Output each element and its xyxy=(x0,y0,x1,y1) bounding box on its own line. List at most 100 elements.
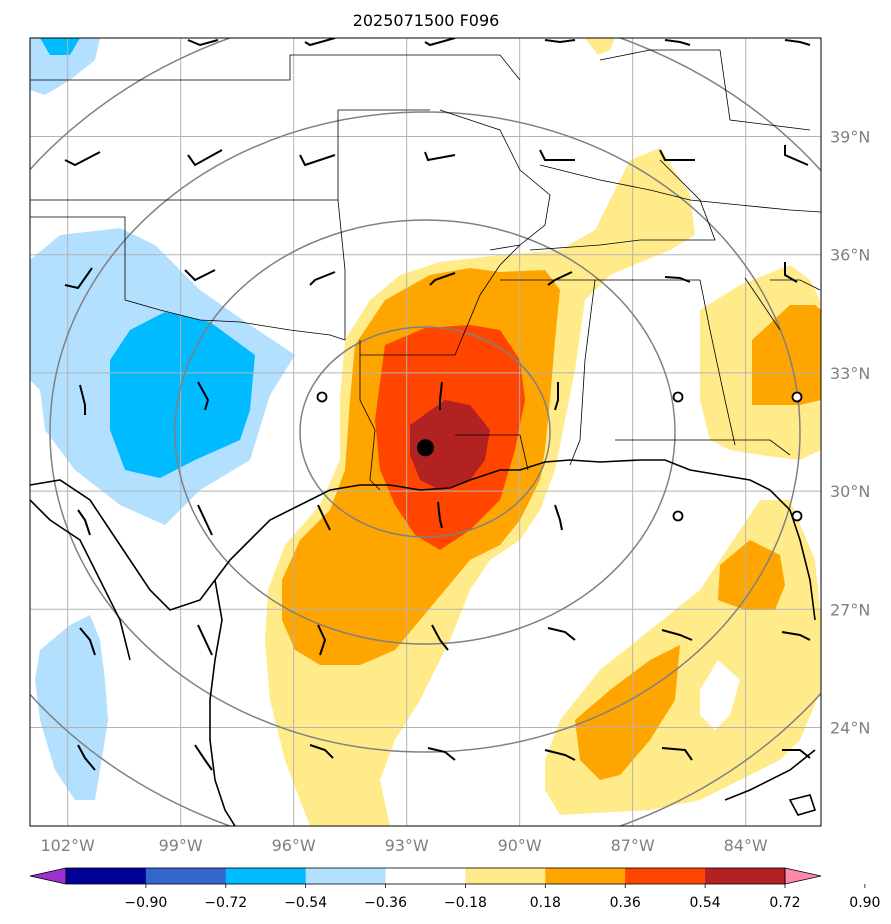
wind-barb xyxy=(547,271,573,286)
state-line-14 xyxy=(599,49,811,131)
wind-barb xyxy=(544,39,576,44)
wind-barb xyxy=(309,744,334,759)
lat-tick-label: 33°N xyxy=(830,364,870,383)
colorbar-segment xyxy=(66,868,147,884)
pos-max-fill-main xyxy=(410,400,490,490)
wind-barb xyxy=(299,154,336,167)
colorbar-tick-label: −0.36 xyxy=(364,895,407,911)
distance-rings xyxy=(30,38,821,826)
state-line-16 xyxy=(770,279,821,291)
coastline-island xyxy=(788,794,817,816)
negative-anomaly-fills xyxy=(30,38,295,800)
calm-marker-1 xyxy=(316,391,328,403)
pos-mid-fill-east xyxy=(752,305,821,405)
neg-light-fill-north xyxy=(30,38,100,95)
wind-barb xyxy=(424,151,456,162)
calm-marker-4 xyxy=(672,510,684,522)
wind-barb xyxy=(317,624,327,656)
lon-tick-label: 99°W xyxy=(159,836,203,855)
lon-tick-label: 102°W xyxy=(40,836,95,855)
lon-tick-label: 90°W xyxy=(498,836,542,855)
distance-ring-2 xyxy=(174,219,676,645)
wind-barb xyxy=(197,504,213,536)
wind-barb xyxy=(784,145,809,166)
distance-ring-1 xyxy=(299,326,551,538)
pos-mid-fill-gulf-east xyxy=(718,540,785,610)
state-line-6 xyxy=(359,340,381,491)
colorbar-segment xyxy=(305,868,387,884)
colorbar-tick-label: −0.54 xyxy=(284,895,327,911)
wind-barb xyxy=(64,267,93,290)
lon-tick-label: 96°W xyxy=(272,836,316,855)
wind-barb xyxy=(539,149,575,161)
wind-barb xyxy=(424,38,456,47)
colorbar-tick-label: −0.90 xyxy=(124,895,167,911)
state-line-17 xyxy=(744,277,781,331)
neutral-island-southeast xyxy=(700,660,740,730)
state-line-2 xyxy=(30,109,430,201)
wind-barb xyxy=(184,269,216,282)
wind-barbs xyxy=(64,38,811,771)
coastline-mexico-gulf xyxy=(30,459,816,621)
colorbar-segment xyxy=(545,868,626,884)
colorbar-extend-high xyxy=(784,867,822,885)
colorbar-tick-label: 0.54 xyxy=(690,895,721,911)
wind-barb xyxy=(554,382,559,411)
positive-anomaly-fills xyxy=(265,38,821,826)
lon-tick-label: 84°W xyxy=(724,836,768,855)
longitude-tick-labels: 102°W 99°W 96°W 93°W 90°W 87°W 84°W xyxy=(40,836,767,855)
colorbar-segment xyxy=(385,868,466,884)
distance-ring-3 xyxy=(49,111,801,753)
colorbar-segment xyxy=(625,868,706,884)
storm-center-marker xyxy=(417,439,434,457)
wind-barb xyxy=(547,627,576,641)
wind-barb xyxy=(309,271,336,286)
wind-barb xyxy=(664,276,691,283)
colorbar-tick-label: 0.36 xyxy=(610,895,641,911)
colorbar-tick-label: −0.72 xyxy=(204,895,247,911)
wind-barb xyxy=(79,627,96,656)
pos-mid-fill-southeast xyxy=(575,645,680,780)
figure-title: 2025071500 F096 xyxy=(353,11,500,30)
state-line-12 xyxy=(529,159,716,251)
neg-light-fill-sw xyxy=(35,615,108,800)
wind-barb xyxy=(439,381,443,410)
latitude-tick-labels: 39°N 36°N 33°N 30°N 27°N 24°N xyxy=(830,128,870,738)
wind-barb xyxy=(429,272,456,286)
wind-barb xyxy=(437,501,443,529)
colorbar-frame xyxy=(65,867,786,885)
state-line-15 xyxy=(539,164,821,213)
map-frame xyxy=(29,37,822,827)
wind-barb xyxy=(659,149,695,161)
state-line-4 xyxy=(124,299,346,341)
state-line-5 xyxy=(337,199,346,340)
map-area xyxy=(30,38,821,826)
wind-barb xyxy=(784,262,798,283)
calm-marker-5 xyxy=(791,510,803,522)
wind-barb xyxy=(77,744,96,771)
colorbar-segment xyxy=(465,868,546,884)
calm-marker-3 xyxy=(791,391,803,403)
wind-barb xyxy=(661,629,693,641)
wind-barb xyxy=(317,504,331,531)
state-line-13 xyxy=(439,109,551,251)
wind-barb xyxy=(197,624,213,656)
wind-barb xyxy=(784,39,811,46)
wind-barb xyxy=(781,631,811,641)
wind-barb xyxy=(197,381,210,411)
lat-tick-label: 27°N xyxy=(830,600,870,619)
state-line-8 xyxy=(455,434,529,471)
coastline-baja-east xyxy=(30,499,131,661)
state-line-9 xyxy=(500,279,596,466)
pos-light-fill-north xyxy=(585,38,615,55)
lon-tick-label: 87°W xyxy=(611,836,655,855)
colorbar-tick-label: −0.18 xyxy=(444,895,487,911)
lat-tick-label: 36°N xyxy=(830,246,870,265)
wind-barb xyxy=(77,509,91,536)
colorbar-tick-label: 0.90 xyxy=(849,895,880,911)
wind-barb xyxy=(187,149,223,167)
wind-barb xyxy=(661,747,693,761)
colorbar-tick-label: 0.18 xyxy=(530,895,561,911)
state-line-7 xyxy=(360,244,521,356)
